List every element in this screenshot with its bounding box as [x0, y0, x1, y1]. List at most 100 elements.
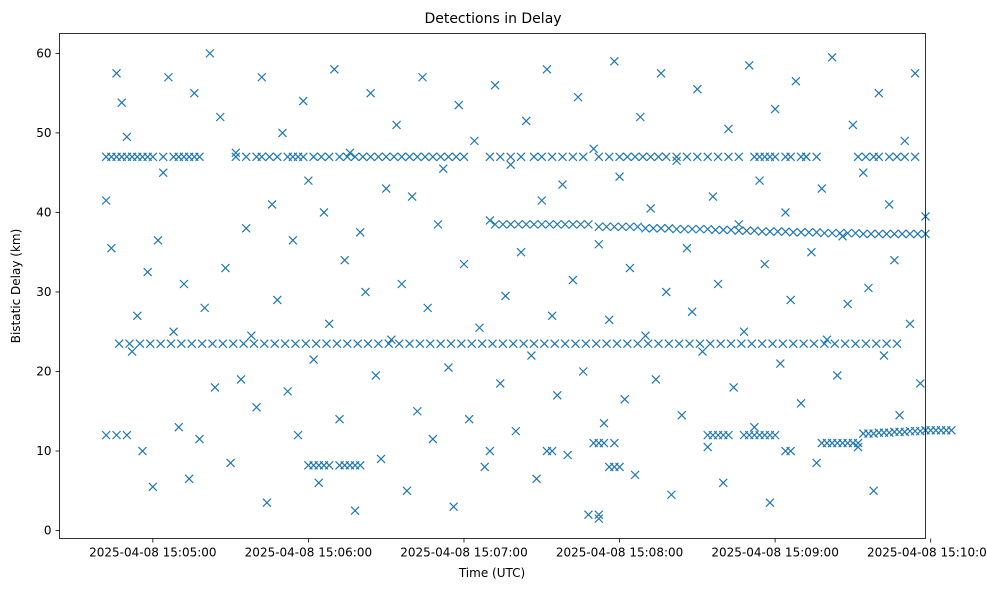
data-point [646, 204, 656, 213]
data-point [195, 434, 204, 444]
data-point [718, 478, 728, 488]
data-point [617, 222, 627, 232]
data-point [599, 418, 609, 428]
data-point [228, 339, 238, 349]
data-point [490, 80, 500, 90]
data-point [804, 227, 814, 237]
data-point [231, 148, 241, 158]
data-point [851, 339, 860, 349]
data-point [843, 299, 853, 309]
data-point [252, 402, 261, 412]
data-point [547, 152, 557, 162]
data-point [265, 152, 274, 162]
data-point [563, 450, 573, 460]
data-point [397, 152, 407, 162]
data-point [355, 227, 365, 237]
data-point [443, 363, 453, 372]
data-point [801, 152, 811, 162]
data-point [609, 56, 619, 66]
data-point [664, 223, 674, 233]
data-point [272, 295, 282, 305]
data-point [301, 339, 311, 349]
data-point [817, 184, 827, 194]
data-point [539, 339, 549, 349]
data-point [578, 367, 588, 376]
data-point [384, 339, 394, 349]
data-point [768, 339, 777, 349]
data-point [436, 339, 446, 349]
data-point [602, 339, 612, 349]
data-point [656, 68, 666, 78]
data-point [345, 148, 355, 158]
data-point [905, 229, 915, 239]
data-point [376, 454, 386, 464]
data-point [672, 152, 682, 162]
x-axis: 2025-04-08 15:05:00 2025-04-08 15:06:00 20… [89, 538, 987, 560]
data-point [812, 152, 822, 162]
data-point [602, 222, 612, 232]
data-point [765, 498, 775, 508]
data-point [703, 224, 713, 234]
data-point [705, 339, 715, 349]
data-point [584, 510, 593, 520]
data-point [609, 222, 619, 232]
data-point [622, 339, 632, 349]
data-point [695, 339, 705, 349]
data-point [262, 498, 272, 508]
data-point [869, 486, 879, 496]
x-tick-label: 2025-04-08 15:08:00 [556, 546, 683, 560]
data-point [205, 48, 215, 58]
data-point [809, 339, 819, 349]
data-point [851, 228, 860, 238]
data-point [674, 339, 684, 349]
data-point [443, 152, 453, 162]
data-point [179, 279, 189, 289]
y-tick-label: 30 [36, 285, 51, 299]
data-point [656, 223, 666, 233]
data-point [420, 152, 430, 162]
data-point [895, 410, 904, 420]
data-point [889, 229, 899, 239]
plot-frame [59, 33, 926, 539]
data-point [475, 323, 484, 333]
data-point [412, 152, 422, 162]
data-point [861, 152, 871, 162]
data-point [215, 112, 225, 122]
data-point [591, 339, 601, 349]
data-point [272, 152, 282, 162]
data-point [550, 339, 560, 349]
data-point [454, 100, 464, 110]
data-point [537, 152, 547, 162]
data-point [615, 462, 624, 472]
data-point [366, 88, 376, 98]
data-point [698, 347, 707, 357]
data-point [355, 460, 365, 470]
data-point [477, 339, 487, 349]
data-point [189, 88, 199, 98]
data-point [604, 315, 614, 325]
data-point [742, 226, 752, 236]
data-point [713, 152, 723, 162]
data-point [568, 152, 578, 162]
data-point [568, 275, 578, 285]
data-point [506, 160, 516, 170]
data-point [309, 152, 319, 162]
data-point [713, 279, 723, 289]
data-point [542, 64, 552, 74]
data-point [537, 196, 547, 205]
data-point [397, 279, 407, 289]
data-point [661, 287, 671, 297]
data-point [806, 247, 816, 257]
data-point [786, 446, 796, 456]
data-point [711, 225, 720, 235]
data-point [358, 152, 368, 162]
data-point [547, 446, 557, 456]
data-point [552, 219, 562, 229]
data-point [672, 156, 682, 166]
data-point [195, 152, 204, 162]
data-point [747, 339, 757, 349]
data-point [687, 224, 697, 234]
data-point [329, 64, 339, 74]
data-point [516, 247, 526, 257]
data-point [322, 339, 331, 349]
